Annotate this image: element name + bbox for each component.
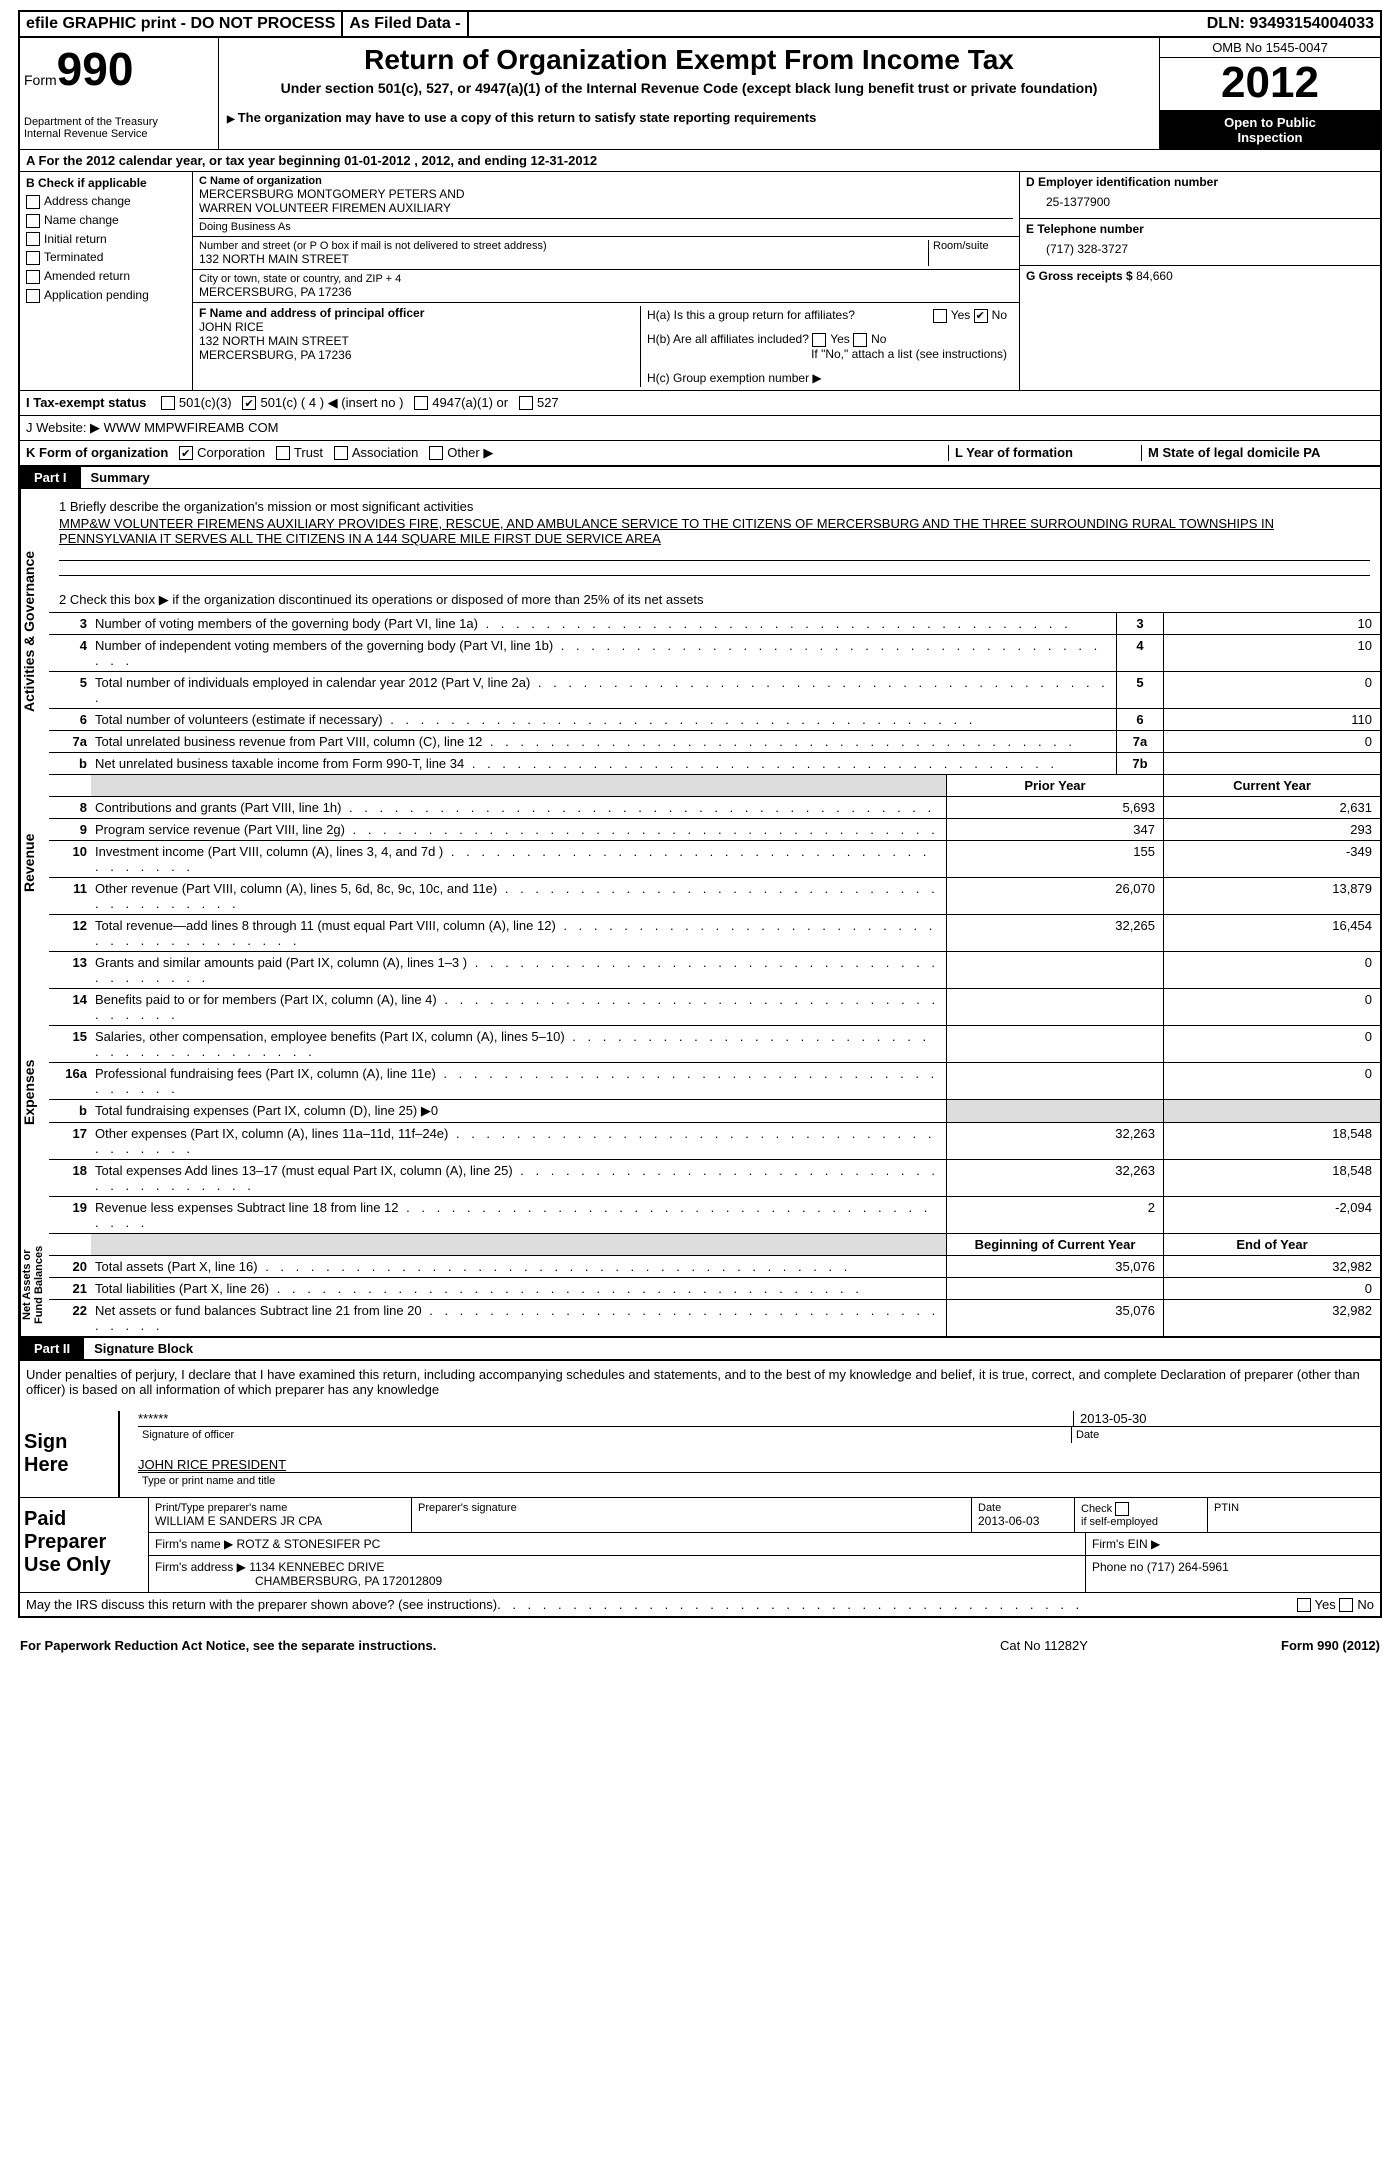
chk-address-change[interactable]: Address change [26,194,186,209]
revenue-header: Prior Year Current Year [49,774,1380,796]
sign-here: Sign Here ****** 2013-05-30 Signature of… [20,1411,1380,1497]
expenses: Expenses 13 Grants and similar amounts p… [20,951,1380,1233]
part-2-bar: Part II Signature Block [20,1336,1380,1360]
city-cell: City or town, state or country, and ZIP … [193,270,1019,303]
open-to-public: Open to Public Inspection [1160,111,1380,149]
org-name-cell: C Name of organization MERCERSBURG MONTG… [193,172,1019,237]
revenue: Revenue Prior Year Current Year 8 Contri… [20,774,1380,951]
line-2: 2 Check this box ▶ if the organization d… [59,592,1370,608]
form-note: The organization may have to use a copy … [227,110,1151,125]
exp-line-19: 19 Revenue less expenses Subtract line 1… [49,1196,1380,1233]
discuss-line: May the IRS discuss this return with the… [20,1592,1380,1617]
form-title: Return of Organization Exempt From Incom… [227,44,1151,76]
net-assets: Net Assets orFund Balances Beginning of … [20,1233,1380,1336]
section-i: I Tax-exempt status 501(c)(3) 501(c) ( 4… [20,390,1380,415]
rev-line-10: 10 Investment income (Part VIII, column … [49,840,1380,877]
phone-cell: E Telephone number (717) 328-3727 [1020,219,1380,266]
activities-governance: Activities & Governance 1 Briefly descri… [20,489,1380,774]
rev-line-8: 8 Contributions and grants (Part VIII, l… [49,796,1380,818]
dln: DLN: 93493154004033 [1201,12,1380,36]
gov-line-b: b Net unrelated business taxable income … [49,752,1380,774]
gov-line-5: 5 Total number of individuals employed i… [49,671,1380,708]
section-j: J Website: ▶ WWW MMPWFIREAMB COM [20,415,1380,440]
form-subtitle: Under section 501(c), 527, or 4947(a)(1)… [227,80,1151,96]
exp-line-18: 18 Total expenses Add lines 13–17 (must … [49,1159,1380,1196]
section-k: K Form of organization Corporation Trust… [20,440,1380,465]
header-right: OMB No 1545-0047 2012 Open to Public Ins… [1160,38,1380,149]
ein-cell: D Employer identification number 25-1377… [1020,172,1380,219]
exp-line-17: 17 Other expenses (Part IX, column (A), … [49,1122,1380,1159]
vtab-net-assets: Net Assets orFund Balances [20,1233,49,1336]
form-990-page: efile GRAPHIC print - DO NOT PROCESS As … [18,10,1382,1618]
h-a: H(a) Is this a group return for affiliat… [647,308,1007,322]
as-filed: As Filed Data - [343,12,468,36]
vtab-governance: Activities & Governance [20,489,49,774]
omb-number: OMB No 1545-0047 [1160,38,1380,58]
signature-declaration: Under penalties of perjury, I declare th… [20,1360,1380,1403]
rev-line-12: 12 Total revenue—add lines 8 through 11 … [49,914,1380,951]
gross-receipts: G Gross receipts $ 84,660 [1020,266,1380,286]
address-cell: Number and street (or P O box if mail is… [193,237,1019,270]
h-b: H(b) Are all affiliates included? Yes No [647,332,1007,347]
form-number: Form990 [24,42,214,96]
page-footer: For Paperwork Reduction Act Notice, see … [14,1628,1386,1655]
section-a: A For the 2012 calendar year, or tax yea… [20,149,1380,171]
na-line-22: 22 Net assets or fund balances Subtract … [49,1299,1380,1336]
chk-name-change[interactable]: Name change [26,213,186,228]
gov-line-4: 4 Number of independent voting members o… [49,634,1380,671]
section-bcdefgh: B Check if applicable Address change Nam… [20,171,1380,390]
top-bar: efile GRAPHIC print - DO NOT PROCESS As … [20,12,1380,38]
exp-line-13: 13 Grants and similar amounts paid (Part… [49,951,1380,988]
chk-initial-return[interactable]: Initial return [26,232,186,247]
vtab-expenses: Expenses [20,951,49,1233]
calendar-year: A For the 2012 calendar year, or tax yea… [20,150,603,171]
na-header: Beginning of Current Year End of Year [49,1233,1380,1255]
h-c: H(c) Group exemption number ▶ [647,371,1007,385]
efile-notice: efile GRAPHIC print - DO NOT PROCESS [20,12,343,36]
vtab-revenue: Revenue [20,774,49,951]
gov-line-6: 6 Total number of volunteers (estimate i… [49,708,1380,730]
paid-preparer: Paid Preparer Use Only Print/Type prepar… [20,1497,1380,1592]
exp-line-14: 14 Benefits paid to or for members (Part… [49,988,1380,1025]
part-1-bar: Part I Summary [20,465,1380,489]
section-h: H(a) Is this a group return for affiliat… [640,306,1013,387]
rev-line-9: 9 Program service revenue (Part VIII, li… [49,818,1380,840]
section-f-h: F Name and address of principal officer … [193,303,1019,390]
exp-line-15: 15 Salaries, other compensation, employe… [49,1025,1380,1062]
rev-line-11: 11 Other revenue (Part VIII, column (A),… [49,877,1380,914]
header-left: Form990 Department of the Treasury Inter… [20,38,219,149]
gov-line-7a: 7a Total unrelated business revenue from… [49,730,1380,752]
chk-pending[interactable]: Application pending [26,288,186,303]
exp-line-16a: 16a Professional fundraising fees (Part … [49,1062,1380,1099]
header-mid: Return of Organization Exempt From Incom… [219,38,1160,149]
mission: 1 Briefly describe the organization's mi… [49,489,1380,612]
section-deg: D Employer identification number 25-1377… [1019,172,1380,390]
chk-terminated[interactable]: Terminated [26,250,186,265]
na-line-21: 21 Total liabilities (Part X, line 26) 0 [49,1277,1380,1299]
section-c-f: C Name of organization MERCERSBURG MONTG… [193,172,1019,390]
department: Department of the Treasury Internal Reve… [24,116,214,140]
principal-officer: F Name and address of principal officer … [199,306,640,387]
room-suite: Room/suite [928,240,1013,266]
section-b: B Check if applicable Address change Nam… [20,172,193,390]
na-line-20: 20 Total assets (Part X, line 16) 35,076… [49,1255,1380,1277]
header: Form990 Department of the Treasury Inter… [20,38,1380,149]
chk-amended[interactable]: Amended return [26,269,186,284]
gov-line-3: 3 Number of voting members of the govern… [49,612,1380,634]
exp-line-b: b Total fundraising expenses (Part IX, c… [49,1099,1380,1122]
tax-year: 2012 [1160,58,1380,111]
